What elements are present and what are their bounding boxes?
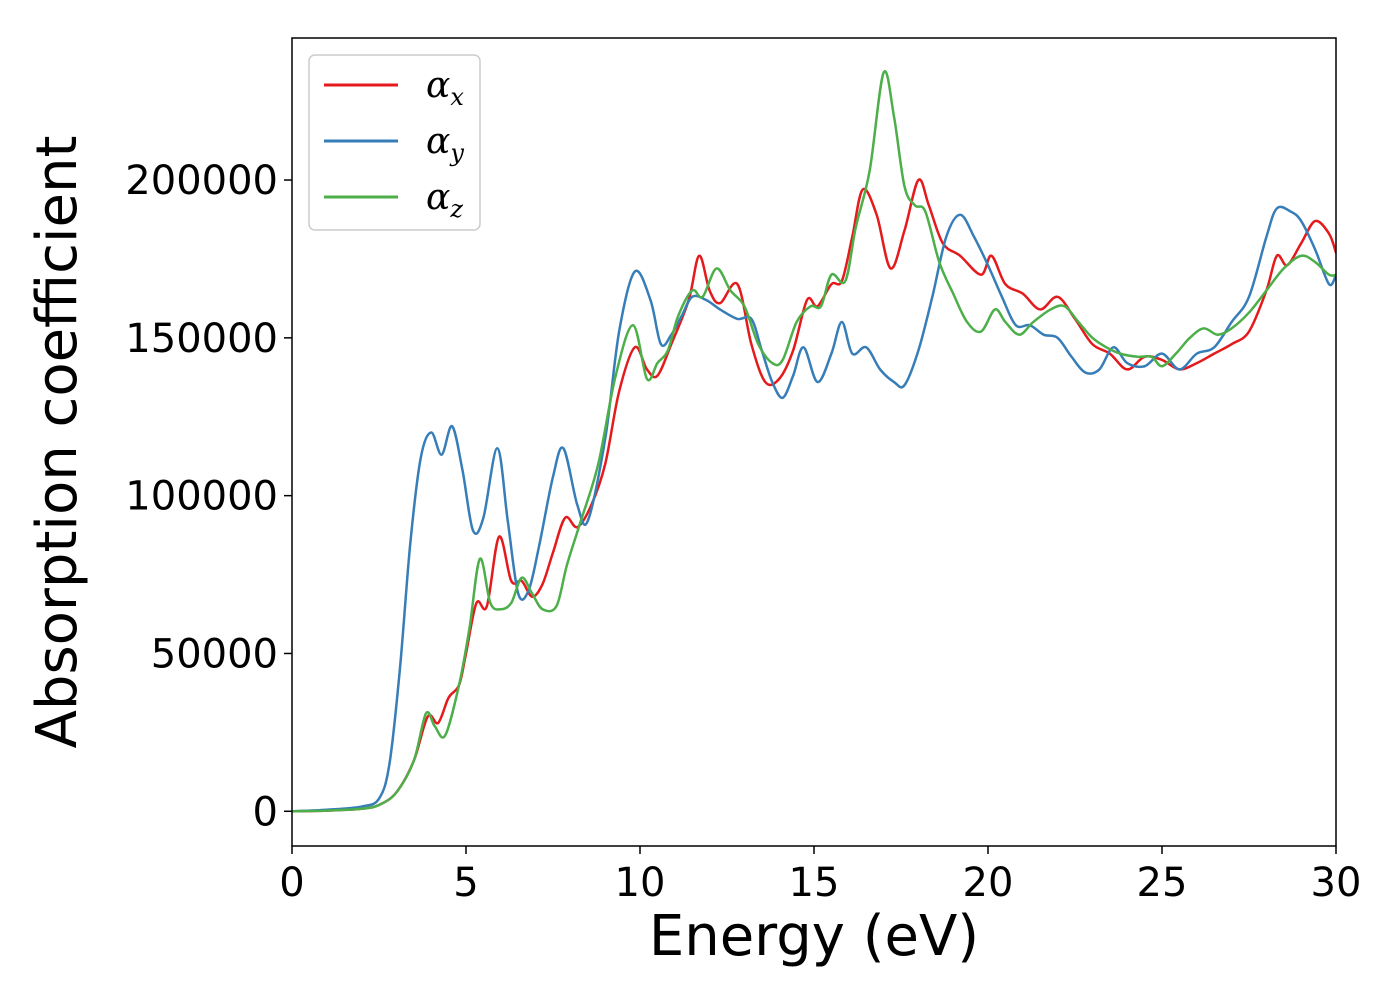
y-axis: 0 50000 100000 150000 200000 <box>125 158 292 835</box>
series-line-alpha-x <box>292 178 1336 813</box>
y-axis-label: Absorption coefficient <box>25 136 90 749</box>
y-tick-label: 0 <box>253 789 278 835</box>
x-tick-label: 25 <box>1137 860 1188 906</box>
y-tick-label: 50000 <box>151 631 278 677</box>
series-line-alpha-z <box>292 70 1336 813</box>
series-layer <box>292 70 1336 813</box>
x-tick-label: 30 <box>1311 860 1362 906</box>
x-tick-label: 20 <box>963 860 1014 906</box>
series-line-alpha-y <box>292 205 1336 813</box>
x-tick-label: 0 <box>279 860 304 906</box>
legend-label-alpha-x: αx <box>426 65 464 111</box>
x-axis: 0 5 10 15 20 25 30 <box>279 846 1361 906</box>
x-axis-label: Energy (eV) <box>649 904 979 969</box>
y-tick-label: 150000 <box>125 316 278 362</box>
x-tick-label: 5 <box>453 860 478 906</box>
y-tick-label: 100000 <box>125 474 278 520</box>
y-tick-label: 200000 <box>125 158 278 204</box>
x-tick-label: 10 <box>615 860 666 906</box>
x-tick-label: 15 <box>789 860 840 906</box>
